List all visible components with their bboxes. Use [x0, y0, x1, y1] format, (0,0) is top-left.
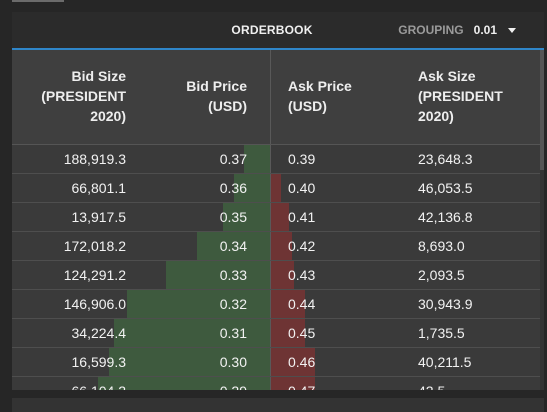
- orderbook-rows: 188,919.3 0.37 0.39 23,648.3 66,801.1 0.36 0.4…: [12, 145, 544, 390]
- bid-size-cell: 66,104.2: [12, 377, 127, 390]
- header-bid-price-line-1: Bid Price: [186, 78, 247, 94]
- ask-price-cell: 0.42: [288, 238, 316, 254]
- ask-size-cell: 42,136.8: [418, 209, 473, 225]
- bid-depth-bar: [114, 319, 270, 347]
- bid-size-cell: 188,919.3: [63, 151, 126, 167]
- ask-size-cell: 2,093.5: [418, 267, 465, 283]
- header-ask-price: Ask Price (USD): [288, 76, 388, 116]
- bid-price-cell: 0.36: [219, 180, 247, 196]
- bid-size-cell: 16,599.3: [71, 354, 127, 370]
- ask-price-cell: 0.41: [288, 209, 316, 225]
- ask-price-cell: 0.40: [288, 180, 316, 196]
- bid-price-cell: 0.37: [219, 151, 247, 167]
- header-bid-size-line-2: (PRESIDENT: [41, 88, 126, 104]
- orderbook-row[interactable]: 124,291.2 0.33 0.43 2,093.5: [12, 261, 544, 290]
- bid-size-cell: 13,917.5: [71, 209, 127, 225]
- ask-depth-bar: [271, 261, 294, 289]
- column-divider: [270, 261, 271, 289]
- bid-depth-bar: [98, 377, 270, 390]
- header-ask-price-line-2: (USD): [288, 98, 327, 114]
- ask-price-cell: 0.46: [288, 354, 316, 370]
- orderbook-title: ORDERBOOK: [231, 23, 313, 37]
- orderbook-row[interactable]: 66,104.2 0.29 0.47 42.5: [12, 377, 544, 390]
- column-divider: [270, 232, 271, 260]
- ask-price-cell: 0.45: [288, 325, 316, 341]
- bid-depth-bar: [127, 290, 270, 318]
- ask-size-cell: 1,735.5: [418, 325, 465, 341]
- column-divider: [270, 50, 271, 144]
- scrollbar-thumb[interactable]: [540, 50, 544, 170]
- ask-price-cell: 0.44: [288, 296, 316, 312]
- ask-price-cell: 0.43: [288, 267, 316, 283]
- ask-size-cell: 42.5: [418, 377, 528, 390]
- orderbook-panel: ORDERBOOK GROUPING 0.01 Bid Size (PRESID…: [12, 12, 544, 390]
- header-bid-size-line-1: Bid Size: [71, 68, 126, 84]
- grouping-select[interactable]: GROUPING 0.01: [398, 23, 516, 37]
- header-ask-size-line-3: 2020): [418, 108, 454, 124]
- header-ask-size: Ask Size (PRESIDENT 2020): [418, 66, 528, 126]
- ask-depth-bar: [271, 348, 315, 376]
- column-divider: [270, 203, 271, 231]
- column-divider: [270, 377, 271, 390]
- ask-size-cell: 46,053.5: [418, 180, 473, 196]
- header-bid-size-line-3: 2020): [90, 108, 126, 124]
- header-ask-size-line-2: (PRESIDENT: [418, 88, 503, 104]
- orderbook-row[interactable]: 172,018.2 0.34 0.42 8,693.0: [12, 232, 544, 261]
- column-divider: [270, 348, 271, 376]
- ask-depth-bar: [271, 232, 292, 260]
- ask-depth-bar: [271, 174, 281, 202]
- ask-depth-bar: [271, 319, 305, 347]
- scrollbar-track[interactable]: [540, 50, 544, 390]
- chevron-down-icon[interactable]: [508, 27, 516, 33]
- orderbook-row[interactable]: 13,917.5 0.35 0.41 42,136.8: [12, 203, 544, 232]
- bottom-panel-edge: [12, 398, 544, 412]
- bid-size-cell: 66,801.1: [71, 180, 127, 196]
- bid-price-cell: 0.35: [219, 209, 247, 225]
- bid-price-cell: 0.29: [162, 377, 247, 390]
- header-bid-price-line-2: (USD): [208, 98, 247, 114]
- ask-depth-bar: [271, 290, 305, 318]
- grouping-label: GROUPING: [398, 23, 464, 37]
- header-ask-size-line-1: Ask Size: [418, 68, 476, 84]
- bid-size-cell: 124,291.2: [63, 267, 126, 283]
- bid-depth-bar: [166, 261, 270, 289]
- bid-price-cell: 0.34: [219, 238, 247, 254]
- grouping-value: 0.01: [473, 23, 497, 37]
- orderbook-row[interactable]: 146,906.0 0.32 0.44 30,943.9: [12, 290, 544, 319]
- ask-depth-bar: [271, 203, 289, 231]
- column-headers: Bid Size (PRESIDENT 2020) Bid Price (USD…: [12, 50, 544, 145]
- bid-size-cell: 34,224.4: [71, 325, 127, 341]
- bid-depth-bar: [244, 145, 270, 173]
- ask-size-cell: 30,943.9: [418, 296, 473, 312]
- bid-size-cell: 146,906.0: [63, 296, 126, 312]
- ask-price-cell: 0.47: [288, 377, 348, 390]
- orderbook-row[interactable]: 188,919.3 0.37 0.39 23,648.3: [12, 145, 544, 174]
- bid-depth-bar: [223, 203, 270, 231]
- orderbook-row[interactable]: 34,224.4 0.31 0.45 1,735.5: [12, 319, 544, 348]
- bid-price-cell: 0.32: [219, 296, 247, 312]
- column-divider: [270, 290, 271, 318]
- header-ask-price-line-1: Ask Price: [288, 78, 352, 94]
- orderbook-row[interactable]: 66,801.1 0.36 0.40 46,053.5: [12, 174, 544, 203]
- column-divider: [270, 145, 271, 173]
- bid-price-cell: 0.30: [219, 354, 247, 370]
- bid-size-cell: 172,018.2: [63, 238, 126, 254]
- bid-depth-bar: [197, 232, 270, 260]
- ask-size-cell: 40,211.5: [418, 354, 472, 370]
- header-bid-size: Bid Size (PRESIDENT 2020): [12, 66, 126, 126]
- header-bid-price: Bid Price (USD): [162, 76, 247, 116]
- bid-depth-bar: [234, 174, 270, 202]
- column-divider: [270, 319, 271, 347]
- orderbook-header: ORDERBOOK GROUPING 0.01: [12, 12, 544, 50]
- bid-price-cell: 0.31: [219, 325, 247, 341]
- ask-depth-bar: [271, 377, 315, 390]
- ask-price-cell: 0.39: [288, 151, 316, 167]
- ask-size-cell: 23,648.3: [418, 151, 473, 167]
- bid-price-cell: 0.33: [219, 267, 247, 283]
- ask-size-cell: 8,693.0: [418, 238, 465, 254]
- top-tab-indicator: [12, 0, 64, 2]
- column-divider: [270, 174, 271, 202]
- bid-depth-bar: [109, 348, 270, 376]
- orderbook-row[interactable]: 16,599.3 0.30 0.46 40,211.5: [12, 348, 544, 377]
